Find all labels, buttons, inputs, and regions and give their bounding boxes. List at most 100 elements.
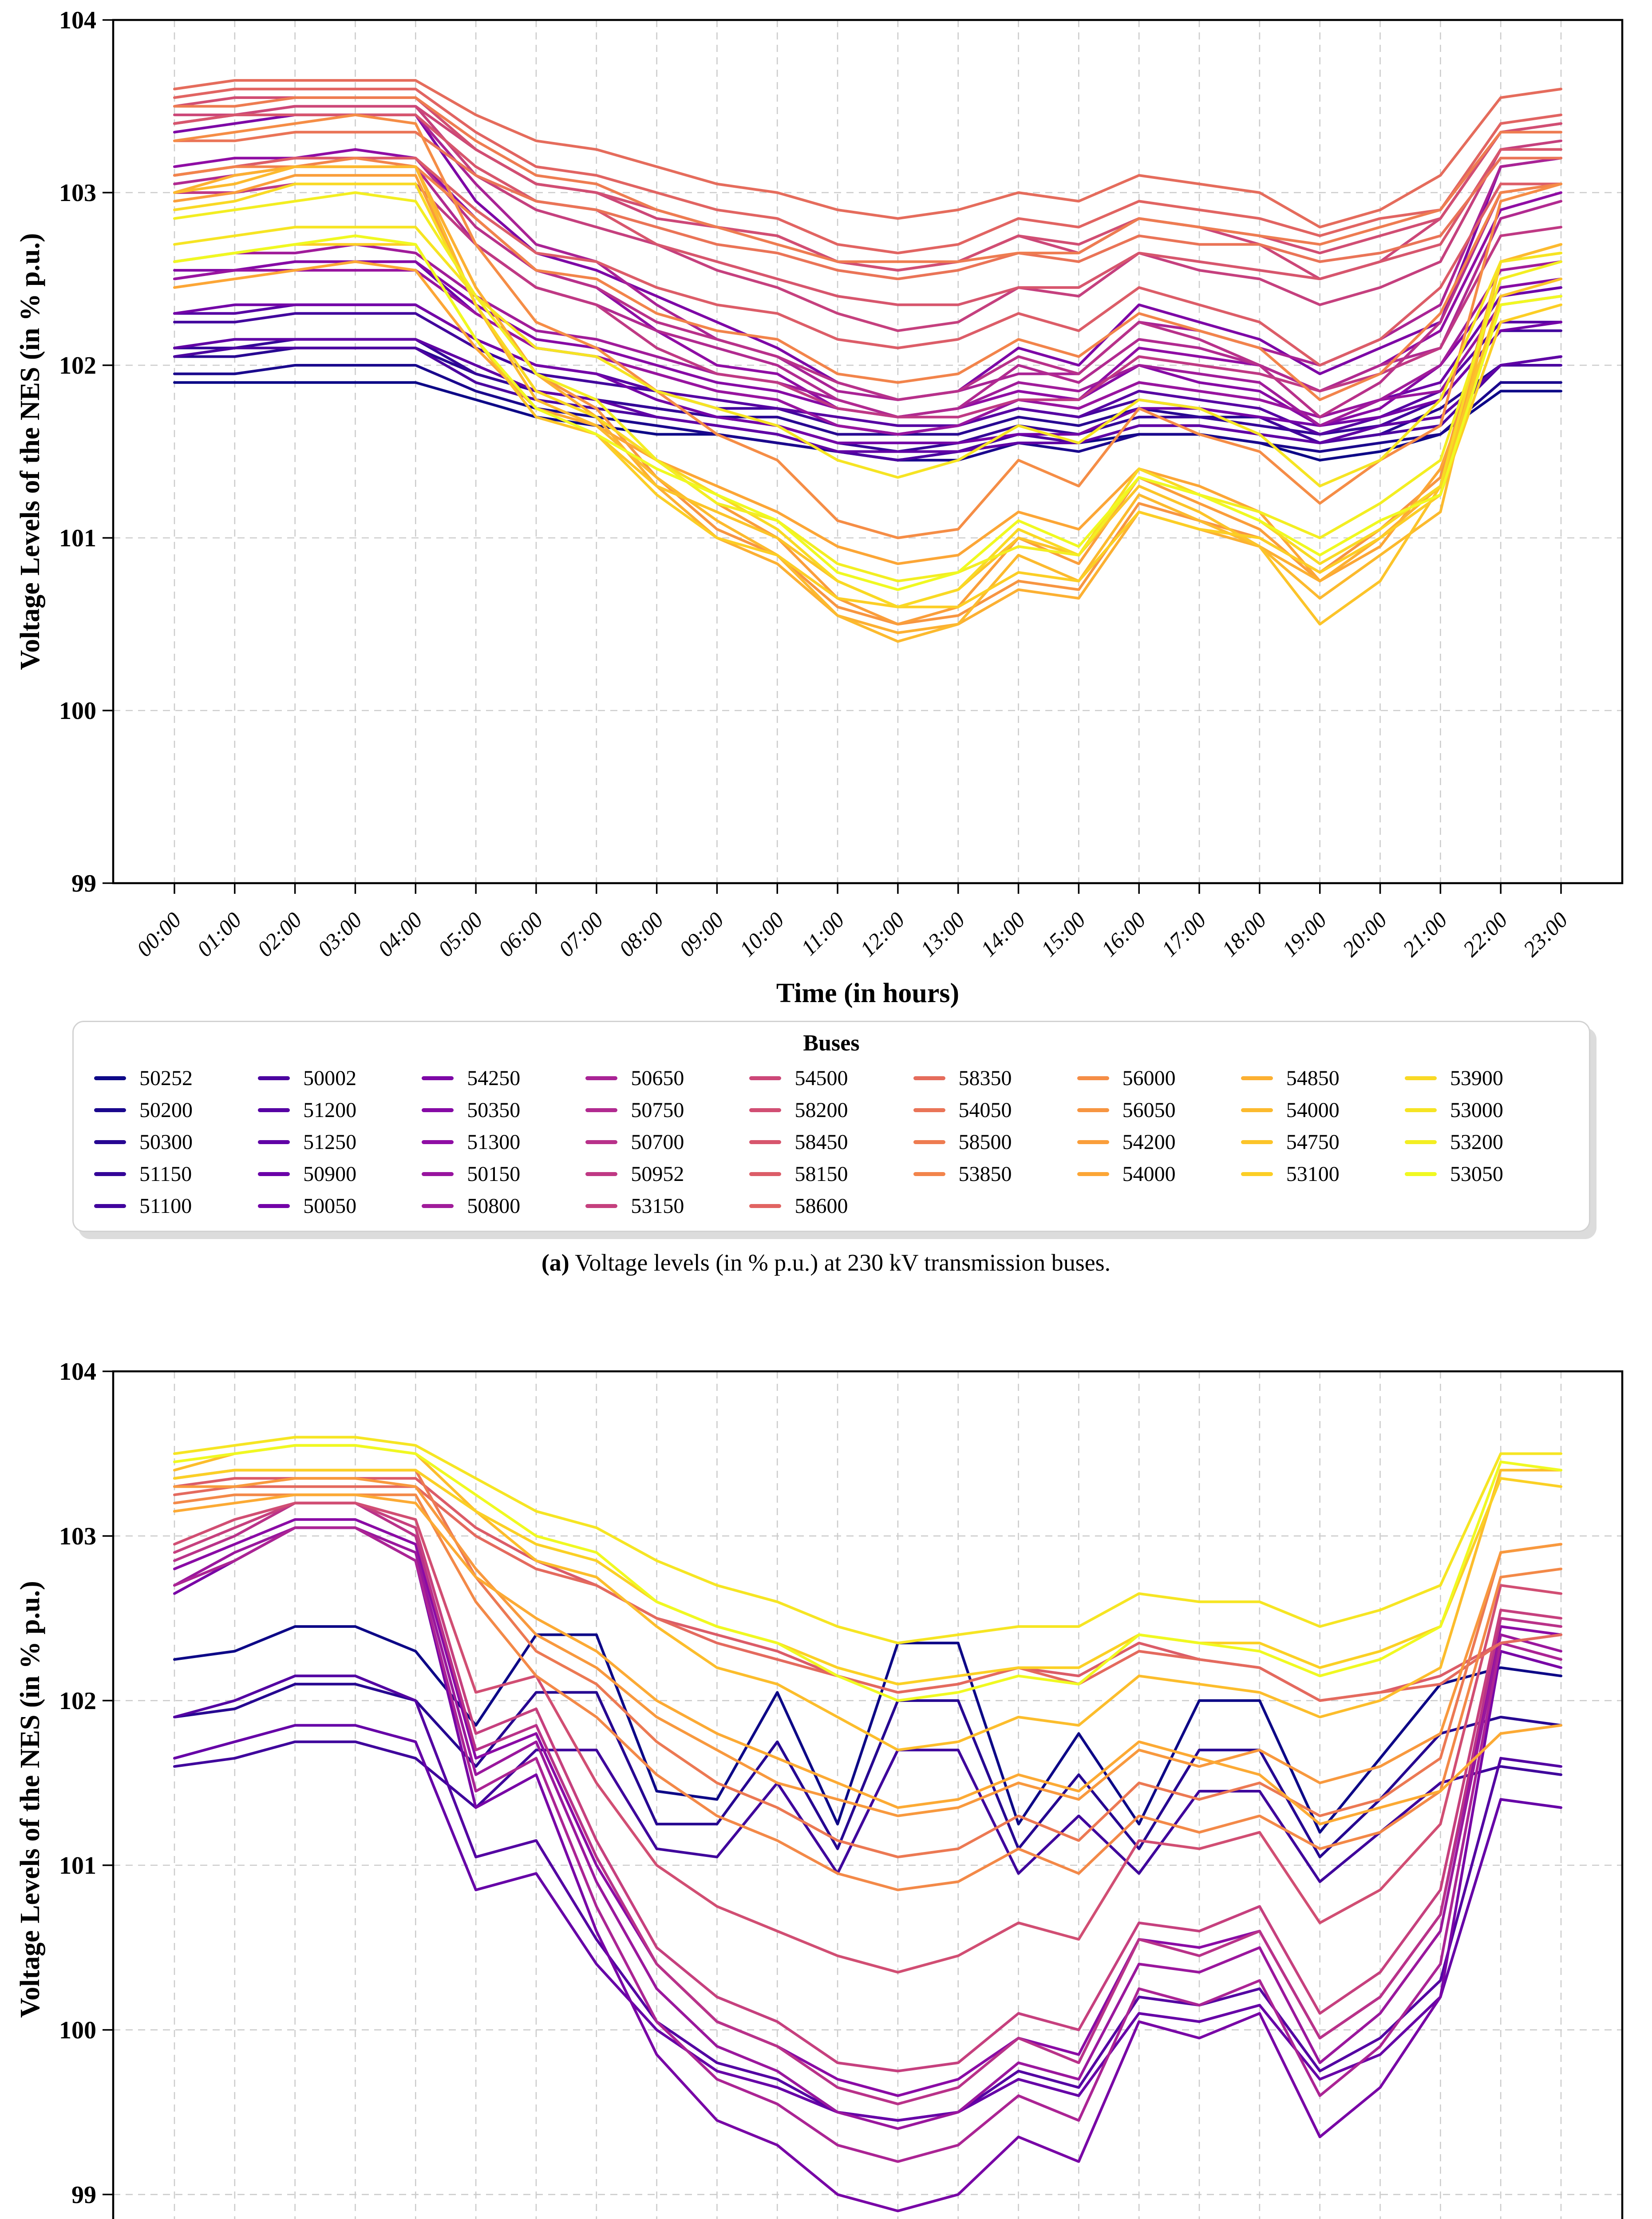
legend-item: 53850 <box>913 1158 1077 1190</box>
y-tick-label: 102 <box>59 352 96 379</box>
legend-item: 50252 <box>94 1062 258 1094</box>
legend-item: 54750 <box>1241 1126 1405 1158</box>
series-line-53200 <box>173 191 1562 583</box>
legend-swatch-icon <box>913 1140 945 1144</box>
legend-swatch-icon <box>422 1140 454 1144</box>
legend-swatch-icon <box>1404 1172 1437 1176</box>
series-line-53004 <box>173 1526 1562 2212</box>
legend-item: 58450 <box>749 1126 913 1158</box>
legend-swatch-icon <box>749 1140 782 1144</box>
legend-swatch-icon <box>94 1140 126 1144</box>
legend-column: 54850 54000 54750 53100 <box>1241 1062 1405 1222</box>
series-line-51250 <box>173 338 1562 453</box>
x-tick-label: 02:00 <box>252 907 306 961</box>
legend-bus-label: 56000 <box>1122 1066 1176 1090</box>
series-line-58004 <box>173 1444 1562 1752</box>
legend-item: 50002 <box>258 1062 422 1094</box>
legend-swatch-icon <box>1241 1172 1273 1176</box>
legend-item: 50900 <box>258 1158 422 1190</box>
legend-column: 58350 54050 58500 53850 <box>913 1062 1077 1222</box>
legend-column: 54250 50350 51300 50150 50800 <box>422 1062 585 1222</box>
legend-swatch-icon <box>422 1076 454 1080</box>
x-tick-label: 19:00 <box>1277 907 1331 961</box>
x-tick-label: 23:00 <box>1518 907 1573 961</box>
legend-item: 53900 <box>1404 1062 1569 1094</box>
legend-swatch-icon <box>1241 1076 1273 1080</box>
legend-item: 51200 <box>258 1094 422 1126</box>
series-line-58600 <box>173 87 1562 255</box>
series-line-58450 <box>173 1436 1562 1645</box>
series-line-58500 <box>173 96 1562 263</box>
legend-swatch-icon <box>585 1140 618 1144</box>
x-tick-label: 16:00 <box>1096 907 1150 961</box>
legend-bus-label: 53000 <box>1450 1098 1503 1122</box>
legend-item: 54000 <box>1241 1094 1405 1126</box>
x-tick-label: 21:00 <box>1398 907 1452 961</box>
legend-column: 54500 58200 58450 58150 58600 <box>749 1062 913 1222</box>
legend-bus-label: 50800 <box>467 1194 521 1218</box>
legend-item: 50700 <box>585 1126 749 1158</box>
legend-bus-label: 50700 <box>631 1130 684 1154</box>
legend-item: 58600 <box>749 1190 913 1222</box>
legend-bus-label: 53050 <box>1450 1162 1503 1186</box>
legend-swatch-icon <box>913 1172 945 1176</box>
legend-item: 54000 <box>1077 1158 1241 1190</box>
x-tick-label: 10:00 <box>735 907 789 961</box>
series-line-50150 <box>173 269 1562 436</box>
series-line-50050 <box>173 303 1562 444</box>
y-tick-label: 101 <box>59 525 96 552</box>
y-tick-label: 99 <box>71 2181 96 2209</box>
legend-bus-label: 53200 <box>1450 1130 1503 1154</box>
legend-a: Buses 50252 50200 50300 51150 51100 50002 5120… <box>72 1021 1590 1232</box>
legend-column: 50650 50750 50700 50952 53150 <box>585 1062 749 1222</box>
legend-bus-label: 50150 <box>467 1162 521 1186</box>
x-tick-label: 22:00 <box>1458 907 1512 961</box>
legend-swatch-icon <box>1077 1076 1109 1080</box>
legend-item: 54050 <box>913 1094 1077 1126</box>
x-tick-label: 03:00 <box>312 907 367 961</box>
series-line-53604 <box>173 1526 1562 2163</box>
legend-item: 54500 <box>749 1062 913 1094</box>
legend-swatch-icon <box>422 1204 454 1208</box>
legend-item: 50750 <box>585 1094 749 1126</box>
series-line-53850 <box>173 157 1562 401</box>
legend-column: 50002 51200 51250 50900 50050 <box>258 1062 422 1222</box>
legend-bus-label: 51250 <box>303 1130 357 1154</box>
series-line-54050 <box>173 130 1562 280</box>
legend-item: 50800 <box>422 1190 585 1222</box>
legend-item: 53000 <box>1404 1094 1569 1126</box>
x-tick-label: 13:00 <box>915 907 969 961</box>
legend-item: 53100 <box>1241 1158 1405 1190</box>
legend-item: 58500 <box>913 1126 1077 1158</box>
legend-bus-label: 50252 <box>139 1066 193 1090</box>
legend-item: 54250 <box>422 1062 585 1094</box>
series-line-50002 <box>173 347 1562 462</box>
legend-swatch-icon <box>94 1076 126 1080</box>
series-line-53754 <box>173 1501 1562 2073</box>
legend-bus-label: 53900 <box>1450 1066 1503 1090</box>
legend-bus-label: 54750 <box>1286 1130 1340 1154</box>
x-tick-label: 17:00 <box>1157 907 1211 961</box>
series-line-53900 <box>173 182 1562 608</box>
x-tick-label: 08:00 <box>614 907 668 961</box>
legend-bus-label: 54000 <box>1122 1162 1176 1186</box>
legend-bus-label: 58600 <box>794 1194 848 1218</box>
series-line-53704 <box>173 1469 1562 1859</box>
legend-item: 58350 <box>913 1062 1077 1094</box>
legend-column: 56000 56050 54200 54000 <box>1077 1062 1241 1222</box>
legend-bus-label: 54200 <box>1122 1130 1176 1154</box>
series-line-50504 <box>173 1674 1562 2122</box>
x-tick-label: 12:00 <box>855 907 909 961</box>
legend-swatch-icon <box>1241 1140 1273 1144</box>
series-line-53000 <box>173 225 1562 488</box>
caption-a-label: (a) <box>541 1249 569 1276</box>
legend-item: 53200 <box>1404 1126 1569 1158</box>
legend-swatch-icon <box>749 1076 782 1080</box>
series-line-50454 <box>173 1740 1562 1883</box>
caption-a: (a) Voltage levels (in % p.u.) at 230 kV… <box>0 1248 1652 1277</box>
x-tick-label: 01:00 <box>192 907 246 961</box>
legend-bus-label: 58500 <box>958 1130 1012 1154</box>
series-line-58450 <box>173 113 1562 306</box>
legend-bus-label: 50952 <box>631 1162 684 1186</box>
legend-swatch-icon <box>94 1172 126 1176</box>
